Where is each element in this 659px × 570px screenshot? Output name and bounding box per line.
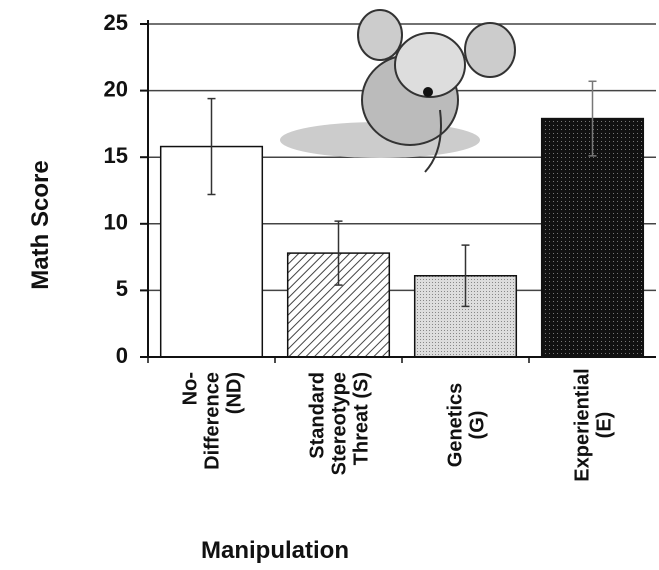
x-tick-label: Experiential [572, 368, 594, 481]
x-tick-label: Stereotype [329, 372, 351, 475]
x-tick-label: Threat (S) [351, 372, 373, 465]
x-tick-label: (G) [467, 411, 489, 440]
x-tick-label: Genetics [445, 383, 467, 467]
x-tick-label: Standard [307, 372, 329, 459]
y-tick-label: 10 [104, 210, 128, 235]
mouse-illustration [280, 9, 516, 173]
x-tick-label: (ND) [224, 372, 246, 414]
x-tick-label: No- [180, 372, 202, 405]
x-tick-label: Difference [202, 372, 224, 470]
y-tick-label: 0 [116, 343, 128, 368]
y-axis-title: Math Score [27, 160, 54, 289]
x-tick-label: (E) [594, 412, 616, 439]
x-axis-title: Manipulation [201, 537, 349, 564]
y-tick-label: 25 [104, 10, 128, 35]
y-tick-label: 20 [104, 76, 128, 101]
y-tick-label: 15 [104, 143, 128, 168]
y-tick-label: 5 [116, 276, 128, 301]
